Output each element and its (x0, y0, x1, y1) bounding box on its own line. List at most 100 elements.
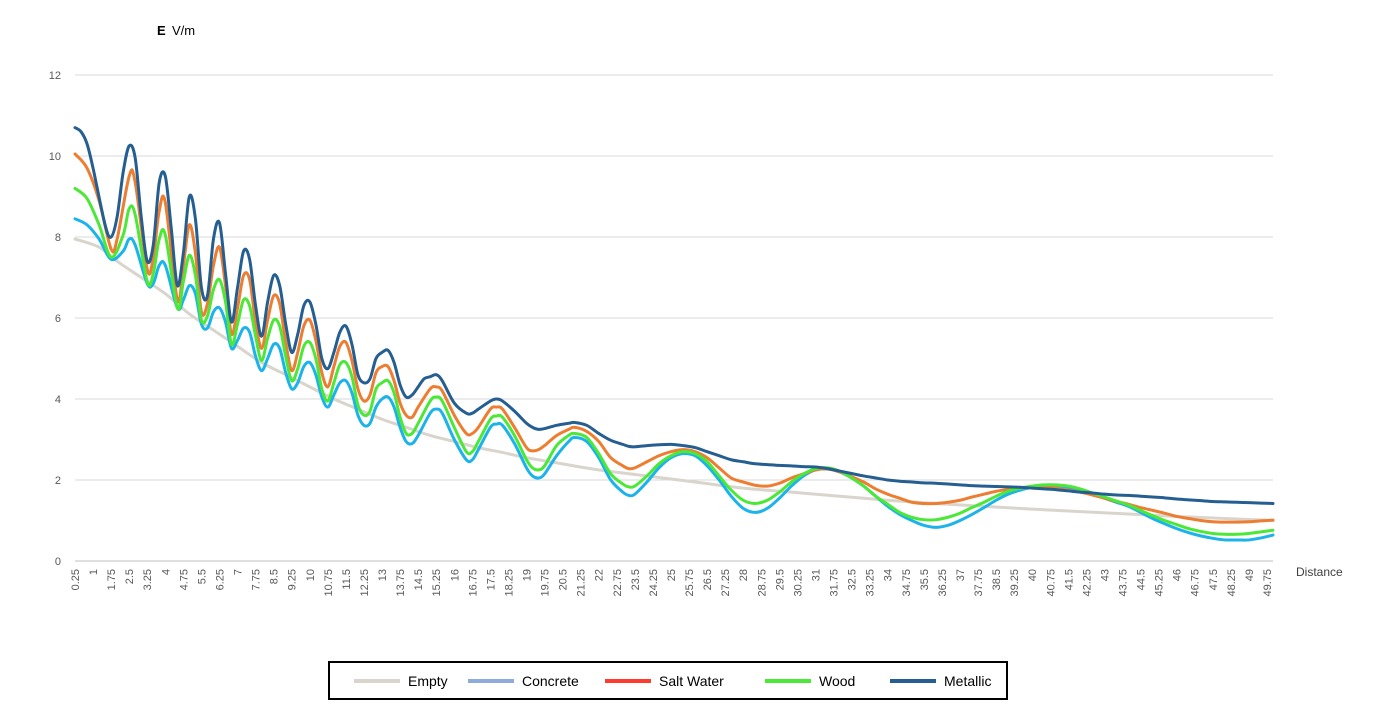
x-tick-label: 2.5 (124, 569, 136, 584)
y-tick-label: 4 (55, 394, 61, 406)
x-tick-label: 28 (738, 569, 750, 581)
x-tick-label: 16 (449, 569, 461, 581)
series-line-empty (73, 237, 1275, 522)
x-tick-label: 21.25 (576, 569, 588, 597)
legend-swatch (765, 678, 811, 683)
x-tick-label: 43.75 (1117, 569, 1129, 597)
x-tick-label: 5.5 (196, 569, 208, 584)
x-tick-label: 23.5 (630, 569, 642, 590)
x-tick-label: 46.75 (1190, 569, 1202, 597)
y-tick-label: 12 (49, 70, 61, 82)
x-tick-label: 1.75 (106, 569, 118, 590)
x-axis-ticks: 0.25 1 1.75 2.5 3.25 4 4.75 5.5 6.25 7 7.75 8.5 9.25… (70, 569, 1274, 597)
legend-item-empty: Empty (354, 663, 448, 698)
x-tick-label: 49.75 (1262, 569, 1274, 597)
legend-swatch (468, 678, 514, 683)
series-line-wood (73, 186, 1275, 536)
x-tick-label: 32.5 (847, 569, 859, 590)
x-tick-label: 34.75 (901, 569, 913, 597)
x-tick-label: 30.25 (792, 569, 804, 597)
x-tick-label: 6.25 (214, 569, 226, 590)
x-tick-label: 10 (305, 569, 317, 581)
series-line-metallic (73, 126, 1275, 505)
x-tick-label: 14.5 (413, 569, 425, 590)
x-tick-label: 34 (883, 569, 895, 581)
x-tick-label: 10.75 (323, 569, 335, 597)
x-tick-label: 35.5 (919, 569, 931, 590)
x-tick-label: 3.25 (142, 569, 154, 590)
y-tick-label: 8 (55, 232, 61, 244)
x-tick-label: 9.25 (287, 569, 299, 590)
y-axis-ticks: 0 2 4 6 8 10 12 (49, 70, 61, 568)
x-tick-label: 28.75 (756, 569, 768, 597)
x-tick-label: 25 (666, 569, 678, 581)
x-tick-label: 27.25 (720, 569, 732, 597)
x-tick-label: 1 (88, 569, 100, 575)
legend-item-metallic: Metallic (890, 663, 991, 698)
x-tick-label: 12.25 (359, 569, 371, 597)
x-tick-label: 45.25 (1154, 569, 1166, 597)
x-tick-label: 13.75 (395, 569, 407, 597)
x-tick-label: 49 (1244, 569, 1256, 581)
series-line-concrete (73, 217, 1275, 542)
x-tick-label: 31 (810, 569, 822, 581)
x-tick-label: 36.25 (937, 569, 949, 597)
legend-swatch (354, 678, 400, 683)
x-tick-label: 24.25 (648, 569, 660, 597)
x-tick-label: 42.25 (1081, 569, 1093, 597)
x-tick-label: 37 (955, 569, 967, 581)
x-tick-label: 4.75 (178, 569, 190, 590)
x-tick-label: 11.5 (341, 569, 353, 590)
x-tick-label: 48.25 (1226, 569, 1238, 597)
x-tick-label: 41.5 (1063, 569, 1075, 590)
legend-item-concrete: Concrete (468, 663, 579, 698)
x-tick-label: 19 (522, 569, 534, 581)
x-tick-label: 7.75 (251, 569, 263, 590)
x-tick-label: 7 (233, 569, 245, 575)
x-tick-label: 4 (160, 569, 172, 575)
x-tick-label: 22 (594, 569, 606, 581)
x-tick-label: 38.5 (991, 569, 1003, 590)
x-tick-label: 37.75 (973, 569, 985, 597)
x-tick-label: 43 (1099, 569, 1111, 581)
x-tick-label: 44.5 (1136, 569, 1148, 590)
x-tick-label: 16.75 (467, 569, 479, 597)
x-tick-label: 19.75 (540, 569, 552, 597)
x-tick-label: 13 (377, 569, 389, 581)
x-tick-label: 39.25 (1009, 569, 1021, 597)
x-tick-label: 8.5 (269, 569, 281, 584)
y-axis-label: E (157, 23, 166, 38)
x-axis-label: Distance (1296, 565, 1343, 579)
x-tick-label: 46 (1172, 569, 1184, 581)
x-tick-label: 20.5 (558, 569, 570, 590)
legend-label: Salt Water (659, 672, 724, 689)
legend-swatch (605, 678, 651, 683)
legend-label: Empty (408, 672, 448, 689)
legend-item-salt-water: Salt Water (605, 663, 724, 698)
x-tick-label: 33.25 (865, 569, 877, 597)
legend-item-wood: Wood (765, 663, 855, 698)
x-tick-label: 26.5 (702, 569, 714, 590)
x-tick-label: 31.75 (829, 569, 841, 597)
x-tick-label: 0.25 (70, 569, 82, 590)
legend-label: Wood (819, 672, 856, 689)
x-tick-label: 25.75 (684, 569, 696, 597)
series-lines (73, 126, 1275, 542)
y-axis-unit: V/m (172, 23, 195, 38)
y-tick-label: 2 (55, 475, 61, 487)
legend: Empty Concrete Salt Water Wood Metallic (328, 661, 1008, 700)
y-tick-label: 6 (55, 313, 61, 325)
x-tick-label: 15.25 (431, 569, 443, 597)
x-tick-label: 29.5 (774, 569, 786, 590)
legend-swatch (890, 678, 936, 683)
x-tick-label: 47.5 (1208, 569, 1220, 590)
x-tick-label: 22.75 (612, 569, 624, 597)
y-tick-label: 0 (55, 556, 61, 568)
x-tick-label: 40 (1027, 569, 1039, 581)
y-tick-label: 10 (49, 151, 61, 163)
x-tick-label: 18.25 (503, 569, 515, 597)
legend-label: Concrete (522, 672, 579, 689)
x-tick-label: 40.75 (1045, 569, 1057, 597)
x-tick-label: 17.5 (485, 569, 497, 590)
